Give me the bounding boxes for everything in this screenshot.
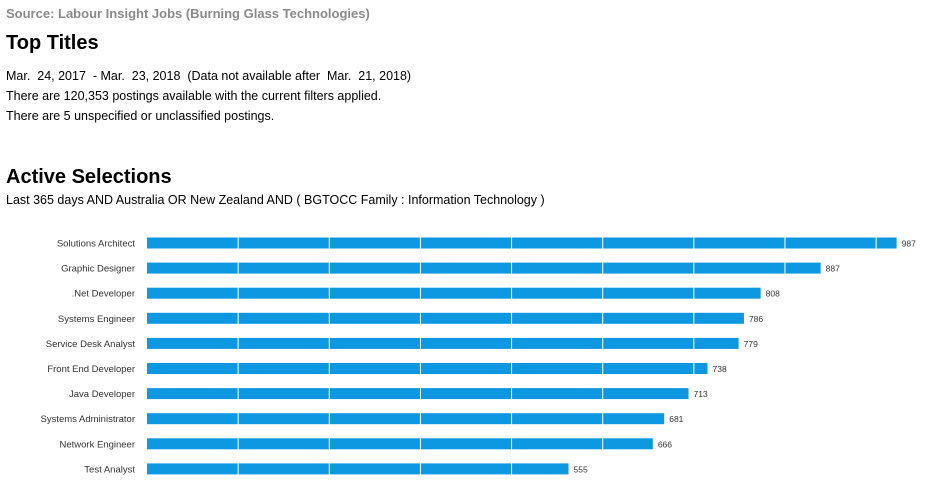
postings-count-text: There are 120,353 postings available wit… [6, 89, 382, 103]
category-label: Network Engineer [59, 439, 135, 450]
bar-graphic-designer [147, 262, 821, 274]
value-label: 987 [902, 239, 916, 249]
bar-net-developer [147, 287, 761, 299]
source-note: Source: Labour Insight Jobs (Burning Gla… [6, 6, 370, 21]
bar-solutions-architect [147, 237, 897, 249]
value-label: 713 [694, 389, 708, 399]
active-selections-title: Active Selections [6, 166, 172, 188]
unspecified-count-text: There are 5 unspecified or unclassified … [6, 109, 275, 123]
category-label: Test Analyst [84, 464, 135, 475]
bar-front-end-developer [147, 363, 708, 374]
value-label: 779 [744, 339, 758, 349]
active-selections-text: Last 365 days AND Australia OR New Zeala… [6, 193, 545, 207]
bar-systems-engineer [147, 312, 744, 324]
bar-test-analyst [147, 463, 569, 475]
category-label: Service Desk Analyst [46, 339, 136, 350]
category-label: .Net Developer [72, 289, 135, 300]
category-label: Solutions Architect [57, 239, 136, 250]
value-label: 666 [658, 439, 672, 449]
value-label: 738 [713, 364, 727, 374]
value-label: 555 [574, 464, 588, 474]
category-label: Systems Engineer [58, 314, 135, 325]
value-label: 786 [749, 314, 763, 324]
bar-service-desk-analyst [147, 337, 739, 349]
value-label: 887 [826, 264, 840, 274]
bar-systems-administrator [147, 413, 665, 425]
bar-network-engineer [147, 438, 653, 450]
category-label: Systems Administrator [41, 414, 136, 425]
category-label: Front End Developer [47, 364, 135, 375]
date-range-text: Mar. 24, 2017 - Mar. 23, 2018 (Data not … [6, 69, 412, 83]
top-titles-bar-chart: Solutions Architect 987 Graphic Designer 88… [41, 236, 916, 476]
bar-java-developer [147, 388, 689, 400]
page-title: Top Titles [6, 32, 99, 54]
value-label: 808 [766, 289, 780, 299]
category-label: Graphic Designer [61, 264, 135, 275]
category-label: Java Developer [69, 389, 135, 400]
value-label: 681 [669, 414, 683, 424]
